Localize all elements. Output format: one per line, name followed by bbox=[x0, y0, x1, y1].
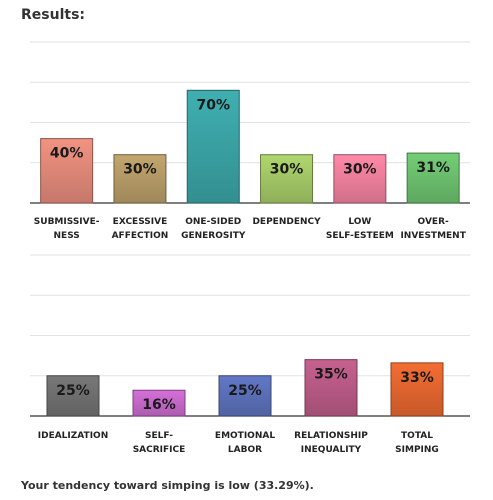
data-label: 30% bbox=[123, 162, 157, 178]
category-label: IDEALIZATION bbox=[38, 431, 108, 441]
bar bbox=[333, 154, 387, 204]
category-label: SELF- bbox=[145, 431, 173, 441]
bar bbox=[186, 89, 240, 204]
bar bbox=[390, 362, 444, 417]
bar bbox=[218, 375, 272, 417]
category-label: SIMPING bbox=[395, 445, 439, 455]
data-label: 40% bbox=[50, 146, 84, 162]
bar bbox=[40, 138, 94, 204]
category-label: EMOTIONAL bbox=[215, 431, 275, 441]
category-label: LABOR bbox=[228, 445, 262, 455]
data-label: 31% bbox=[416, 160, 450, 176]
data-label: 25% bbox=[56, 383, 90, 399]
bar bbox=[132, 389, 186, 417]
bar bbox=[260, 154, 314, 204]
category-label: RELATIONSHIP bbox=[294, 431, 368, 441]
bar bbox=[46, 375, 100, 417]
category-label: NESS bbox=[54, 231, 80, 241]
category-label: LOW bbox=[348, 217, 371, 227]
data-label: 30% bbox=[270, 162, 304, 178]
bar bbox=[113, 154, 167, 204]
bar bbox=[304, 359, 358, 417]
data-label: 30% bbox=[343, 162, 377, 178]
category-label: ONE-SIDED bbox=[185, 217, 241, 227]
bar bbox=[406, 152, 460, 204]
category-label: INEQUALITY bbox=[301, 445, 362, 455]
data-label: 33% bbox=[400, 370, 434, 386]
summary-text: Your tendency toward simping is low (33.… bbox=[21, 479, 314, 492]
category-label: DEPENDENCY bbox=[252, 217, 321, 227]
category-label: SELF-ESTEEM bbox=[326, 231, 394, 241]
data-label: 35% bbox=[314, 367, 348, 383]
results-heading: Results: bbox=[21, 7, 85, 23]
category-label: OVER- bbox=[418, 217, 449, 227]
category-label: SACRIFICE bbox=[133, 445, 186, 455]
category-label: TOTAL bbox=[401, 431, 433, 441]
data-label: 16% bbox=[142, 397, 176, 413]
category-label: EXCESSIVE bbox=[113, 217, 168, 227]
category-label: INVESTMENT bbox=[400, 231, 466, 241]
data-label: 70% bbox=[196, 97, 230, 113]
category-label: GENEROSITY bbox=[181, 231, 246, 241]
category-label: SUBMISSIVE- bbox=[34, 217, 100, 227]
category-label: AFFECTION bbox=[112, 231, 169, 241]
data-label: 25% bbox=[228, 383, 262, 399]
